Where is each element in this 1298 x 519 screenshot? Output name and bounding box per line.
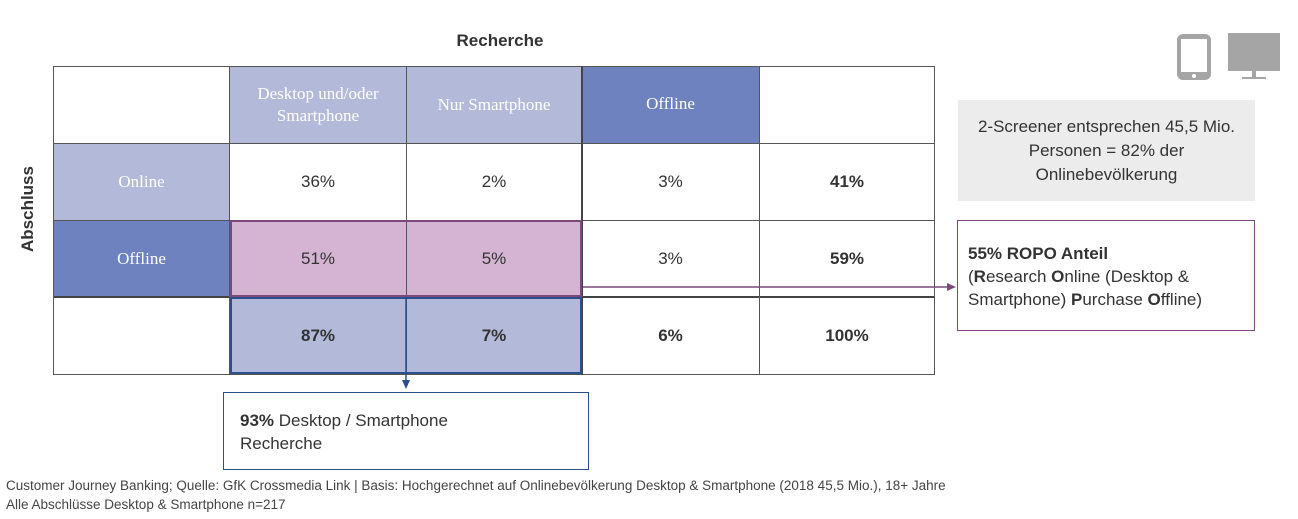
grid-line [934,66,935,375]
monitor-icon [1228,33,1280,79]
grid-line [229,66,230,375]
grid-line [53,66,54,375]
footer-line2: Alle Abschlüsse Desktop & Smartphone n=2… [6,497,286,512]
desktop-callout-line1: 93% Desktop / Smartphone [240,411,448,430]
table-cell: 3% [658,248,683,268]
footer-note: Customer Journey Banking; Quelle: GfK Cr… [6,476,1286,514]
table-cell: 36% [300,171,336,191]
row-header-offline: Offline [53,220,230,297]
grid-line [759,66,760,375]
ropo-title: 55% ROPO Anteil [968,244,1109,263]
table-cell: 2% [481,171,507,191]
desktop-callout-line2: Recherche [240,434,323,453]
table-cell-total: 59% [829,248,865,268]
table-cell: 5% [406,220,582,297]
table-cell: 3% [658,171,683,191]
ropo-line1: (Research Online (Desktop & [968,267,1190,286]
grid-line [53,143,935,144]
col-header-smartphone: Nur Smartphone [406,66,582,143]
col-header-desktop: Desktop und/oder Smartphone [230,66,406,143]
ropo-callout: 55% ROPO Anteil (Research Online (Deskto… [957,220,1255,331]
screener-callout: 2-Screener entsprechen 45,5 Mio. Persone… [958,100,1255,201]
table-cell-total: 87% [230,297,406,374]
col-header-offline: Offline [582,66,759,143]
table-cell-total: 41% [829,171,865,191]
desktop-callout: 93% Desktop / Smartphone Recherche [223,392,589,470]
grid-line [53,374,935,375]
table-cell-total: 7% [406,297,582,374]
row-header-online: Online [53,143,230,220]
grid-line [53,66,935,67]
table-cell-total: 100% [825,325,869,345]
grid-line [581,66,583,375]
ropo-line2: Smartphone) Purchase Offline) [968,290,1203,309]
table-cell: 51% [230,220,406,297]
smartphone-icon [1177,34,1211,80]
ropo-highlight [230,220,582,297]
table-cell-total: 6% [658,325,683,345]
chart-title: Recherche [456,31,544,50]
footer-line1: Customer Journey Banking; Quelle: GfK Cr… [6,478,946,493]
